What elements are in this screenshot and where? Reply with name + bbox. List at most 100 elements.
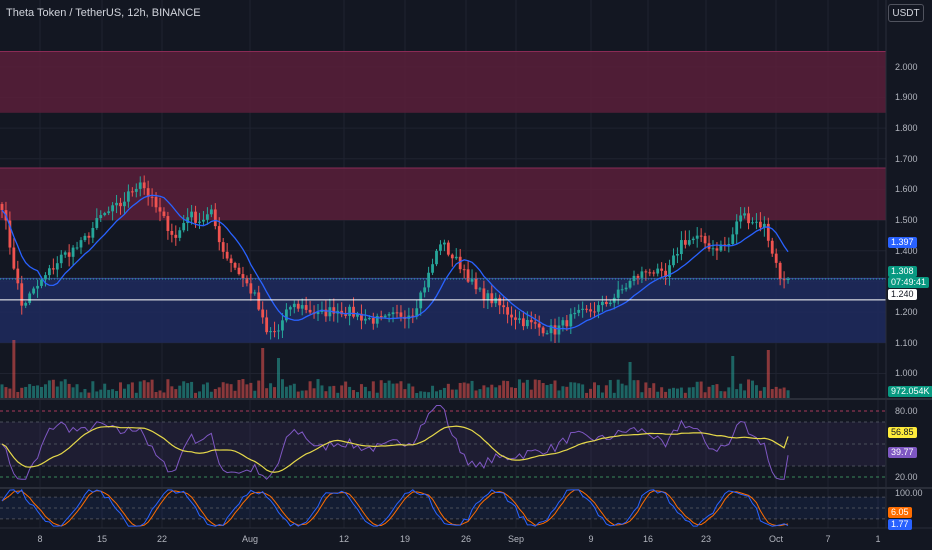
candle-161 — [636, 275, 640, 278]
candle-168 — [664, 270, 667, 277]
candle-50 — [198, 221, 201, 223]
y-tick-label-price-10: 1.000 — [895, 368, 918, 379]
candle-3 — [12, 247, 16, 269]
candle-84 — [332, 307, 336, 314]
candle-162 — [640, 271, 644, 278]
volume-bar-82 — [324, 391, 328, 398]
candle-65 — [257, 292, 261, 310]
candle-15 — [59, 254, 63, 264]
candle-171 — [676, 254, 679, 256]
moving-average-line — [1, 194, 789, 330]
candle-83 — [328, 307, 332, 317]
volume-bar-55 — [217, 387, 221, 398]
stoch-d-line — [1, 489, 789, 527]
volume-bar-122 — [482, 385, 486, 398]
candle-94 — [371, 318, 375, 324]
y-tick-label-price-4: 1.600 — [895, 184, 918, 195]
volume-bar-20 — [79, 392, 83, 398]
candle-187 — [739, 215, 743, 222]
volume-bar-181 — [715, 384, 719, 398]
volume-bar-136 — [537, 380, 541, 398]
ma-badge: 1.397 — [888, 237, 917, 248]
candle-140 — [553, 325, 557, 335]
candle-31 — [123, 201, 126, 207]
volume-bar-69 — [273, 387, 277, 398]
candle-32 — [127, 191, 130, 202]
volume-bar-64 — [253, 390, 257, 398]
volume-bar-99 — [391, 383, 395, 398]
y-tick-label-price-3: 1.700 — [895, 153, 918, 164]
volume-bar-25 — [99, 389, 103, 398]
candle-151 — [597, 305, 600, 312]
volume-bar-153 — [604, 385, 608, 398]
volume-bar-56 — [221, 382, 225, 398]
candle-131 — [518, 318, 521, 320]
volume-bar-51 — [201, 384, 205, 398]
candle-136 — [537, 323, 541, 328]
volume-bar-62 — [245, 384, 249, 398]
candle-146 — [577, 309, 581, 313]
volume-bar-33 — [130, 382, 134, 398]
candle-72 — [285, 309, 288, 321]
candle-51 — [202, 219, 205, 222]
chart-title: Theta Token / TetherUS, 12h, BINANCE — [6, 7, 201, 19]
candle-137 — [541, 327, 545, 334]
candle-182 — [719, 244, 723, 251]
volume-bar-163 — [644, 382, 648, 398]
x-tick-label-9: 16 — [642, 534, 654, 544]
volume-bar-140 — [553, 380, 557, 398]
volume-bar-121 — [478, 389, 482, 398]
y-tick-label-stoch-0: 100.00 — [895, 487, 923, 498]
volume-bar-29 — [115, 391, 119, 398]
candle-34 — [134, 188, 138, 192]
candle-156 — [616, 289, 620, 298]
volume-bar-106 — [419, 391, 423, 398]
candle-36 — [142, 182, 146, 189]
volume-bar-169 — [668, 388, 672, 398]
candle-126 — [498, 297, 502, 306]
candle-174 — [687, 240, 691, 245]
candle-48 — [190, 211, 193, 218]
volume-bar-91 — [359, 384, 363, 398]
candle-71 — [281, 320, 284, 331]
volume-bar-13 — [51, 379, 55, 398]
stoch-k-badge: 1.77 — [888, 519, 912, 530]
candle-70 — [277, 330, 280, 332]
candle-133 — [525, 319, 529, 327]
candle-112 — [443, 242, 446, 245]
volume-bar-149 — [589, 388, 593, 398]
x-tick-label-6: 26 — [460, 534, 472, 544]
candle-53 — [209, 209, 213, 215]
volume-bar-134 — [529, 389, 533, 398]
volume-bar-101 — [399, 381, 403, 398]
volume-bar-53 — [209, 391, 213, 398]
candle-188 — [743, 213, 746, 216]
x-tick-label-3: Aug — [241, 534, 259, 544]
candle-2 — [8, 220, 12, 248]
volume-bar-180 — [711, 384, 715, 398]
candle-5 — [20, 283, 24, 306]
volume-bar-151 — [596, 385, 600, 398]
candle-77 — [304, 305, 308, 310]
y-tick-label-price-8: 1.200 — [895, 307, 918, 318]
volume-bar-141 — [557, 390, 561, 398]
volume-bar-90 — [356, 392, 359, 398]
volume-bar-40 — [158, 390, 162, 398]
volume-bar-165 — [652, 383, 656, 398]
volume-bar-148 — [585, 392, 589, 398]
candle-68 — [269, 331, 272, 333]
volume-bar-157 — [620, 383, 624, 398]
candle-115 — [454, 256, 458, 259]
volume-bar-16 — [63, 379, 67, 398]
rsi-pane — [0, 405, 886, 480]
candle-14 — [55, 263, 59, 270]
volume-bar-111 — [438, 389, 442, 398]
volume-bar-138 — [545, 385, 549, 398]
candle-18 — [71, 247, 75, 257]
volume-bar-197 — [778, 388, 782, 398]
volume-bar-12 — [47, 380, 51, 398]
volume-bar-143 — [565, 386, 569, 398]
currency-button[interactable]: USDT — [888, 4, 924, 22]
volume-bar-135 — [533, 379, 537, 398]
